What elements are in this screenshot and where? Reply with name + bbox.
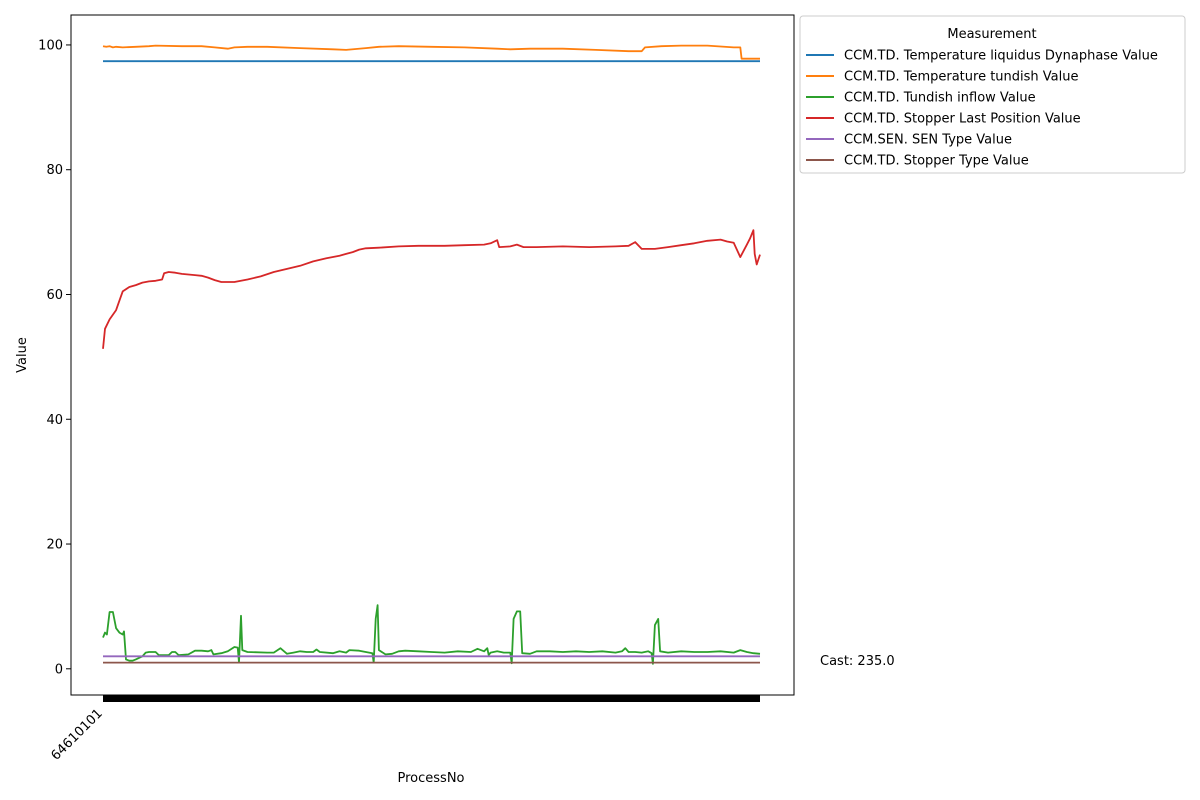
legend: Measurement CCM.TD. Temperature liquidus… xyxy=(799,15,1186,174)
cast-annotation: Cast: 235.0 xyxy=(820,654,895,669)
series-line-2 xyxy=(102,44,760,60)
legend-label: CCM.TD. Temperature tundish Value xyxy=(844,70,1078,85)
legend-label: CCM.SEN. SEN Type Value xyxy=(844,133,1012,148)
series-layer xyxy=(102,44,761,665)
legend-items: CCM.TD. Temperature liquidus Dynaphase V… xyxy=(806,49,1158,169)
legend-label: CCM.TD. Temperature liquidus Dynaphase V… xyxy=(844,49,1158,64)
y-tick-label: 80 xyxy=(46,163,63,178)
y-tick-label: 20 xyxy=(46,538,63,553)
x-axis-label: ProcessNo xyxy=(398,771,465,786)
y-axis-label: Value xyxy=(15,337,30,373)
legend-title: Measurement xyxy=(947,27,1036,42)
legend-label: CCM.TD. Stopper Last Position Value xyxy=(844,112,1081,127)
y-tick-label: 0 xyxy=(55,662,63,677)
y-tick-label: 40 xyxy=(46,413,63,428)
y-axis: 0 20 40 60 80 100 xyxy=(38,38,71,677)
y-tick-label: 100 xyxy=(38,38,63,53)
legend-box xyxy=(799,15,1186,174)
y-tick-label: 60 xyxy=(46,288,63,303)
plot-area xyxy=(70,14,795,696)
legend-label: CCM.TD. Stopper Type Value xyxy=(844,154,1029,169)
x-tick-band xyxy=(103,695,760,702)
x-tick-label: 64610101 xyxy=(48,706,105,763)
legend-label: CCM.TD. Tundish inflow Value xyxy=(844,91,1036,106)
series-line-4 xyxy=(102,229,761,349)
